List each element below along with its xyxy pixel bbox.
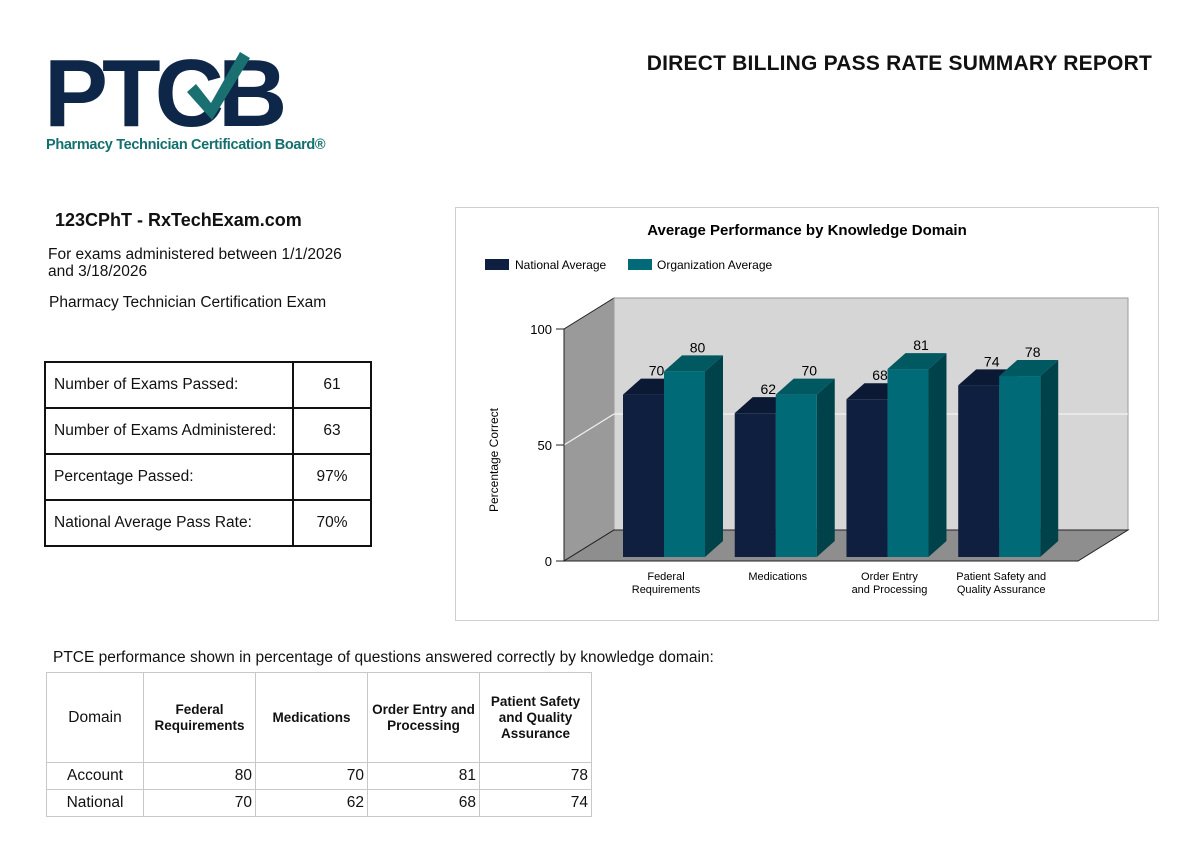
column-header: Medications (255, 672, 368, 763)
column-header: Order Entry and Processing (367, 672, 480, 763)
table-cell: 70 (255, 762, 368, 790)
table-cell: 68 (367, 789, 480, 817)
summary-row: Percentage Passed: 97% (44, 453, 372, 501)
bar-top (999, 360, 1059, 377)
y-axis-label: Percentage Correct (487, 407, 501, 512)
column-header: Federal Requirements (143, 672, 256, 763)
table-cell: 80 (143, 762, 256, 790)
ptcb-logo: PTCB (44, 48, 289, 147)
x-tick-label: and Processing (852, 584, 928, 596)
x-tick-label: Order Entry (861, 571, 918, 583)
bar (664, 371, 705, 557)
domain-header-label: Domain (46, 672, 144, 763)
table-row: Account 80 70 81 78 (46, 762, 592, 790)
x-tick-label: Medications (748, 571, 807, 583)
bar (887, 369, 929, 557)
chart-gridline (563, 413, 615, 446)
logo-check-icon (187, 52, 250, 120)
row-label: Account (46, 762, 144, 790)
summary-label: Number of Exams Administered: (44, 407, 294, 455)
report-title: DIRECT BILLING PASS RATE SUMMARY REPORT (646, 52, 1152, 75)
x-tick-label: Patient Safety and (956, 571, 1046, 583)
summary-value: 70% (292, 499, 372, 547)
table-cell: 70 (143, 789, 256, 817)
summary-row: National Average Pass Rate: 70% (44, 499, 372, 547)
data-label: 62 (760, 381, 776, 397)
data-label: 74 (984, 353, 1000, 369)
performance-chart: Average Performance by Knowledge Domain … (455, 207, 1159, 621)
bar (846, 399, 888, 557)
data-label: 70 (649, 363, 665, 379)
bar-side (928, 353, 947, 557)
domain-header-row: Domain Federal Requirements Medications … (46, 672, 592, 763)
summary-value: 63 (292, 407, 372, 455)
y-tick-label: 0 (545, 554, 552, 569)
date-range: For exams administered between 1/1/2026 … (48, 246, 342, 280)
bar (734, 413, 776, 557)
bar (999, 376, 1041, 557)
domain-table: Domain Federal Requirements Medications … (46, 672, 592, 817)
y-tick-label: 100 (530, 322, 552, 337)
summary-label: Number of Exams Passed: (44, 361, 294, 409)
bar (958, 385, 1000, 557)
chart-svg: Average Performance by Knowledge Domain … (485, 222, 1130, 596)
summary-label: National Average Pass Rate: (44, 499, 294, 547)
summary-value: 97% (292, 453, 372, 501)
legend-swatch-organization (628, 259, 652, 270)
data-label: 80 (690, 339, 706, 355)
chart-title: Average Performance by Knowledge Domain (647, 222, 967, 239)
bar-top (664, 355, 723, 372)
organization-name: 123CPhT - RxTechExam.com (55, 210, 302, 230)
y-tick-label: 50 (538, 438, 552, 453)
legend-label-organization: Organization Average (657, 258, 773, 272)
logo-tagline: Pharmacy Technician Certification Board® (46, 137, 326, 153)
bar-top (775, 378, 835, 395)
table-cell: 62 (255, 789, 368, 817)
table-cell: 78 (479, 762, 592, 790)
summary-value: 61 (292, 361, 372, 409)
domain-caption: PTCE performance shown in percentage of … (53, 649, 714, 666)
bar (623, 394, 664, 557)
bar-top (887, 353, 947, 370)
bar-side (1040, 360, 1059, 557)
data-label: 81 (913, 337, 929, 353)
x-tick-label: Requirements (632, 584, 701, 596)
x-tick-label: Federal (647, 571, 684, 583)
legend-swatch-national (485, 259, 509, 270)
logo-letters: PTCB (44, 48, 283, 147)
chart-legend: National Average Organization Average (485, 258, 773, 272)
legend-label-national: National Average (515, 258, 607, 272)
bar-side (705, 355, 723, 557)
summary-label: Percentage Passed: (44, 453, 294, 501)
x-tick-label: Quality Assurance (957, 584, 1046, 596)
table-cell: 74 (479, 789, 592, 817)
row-label: National (46, 789, 144, 817)
data-label: 78 (1025, 344, 1041, 360)
summary-row: Number of Exams Administered: 63 (44, 407, 372, 455)
bar-side (816, 378, 835, 557)
column-header: Patient Safety and Quality Assurance (479, 672, 592, 763)
data-label: 68 (872, 367, 888, 383)
table-cell: 81 (367, 762, 480, 790)
table-row: National 70 62 68 74 (46, 789, 592, 817)
exam-name: Pharmacy Technician Certification Exam (49, 294, 327, 311)
summary-row: Number of Exams Passed: 61 (44, 361, 372, 409)
bar (775, 394, 817, 557)
data-label: 70 (801, 363, 817, 379)
summary-table: Number of Exams Passed: 61 Number of Exa… (44, 361, 372, 547)
